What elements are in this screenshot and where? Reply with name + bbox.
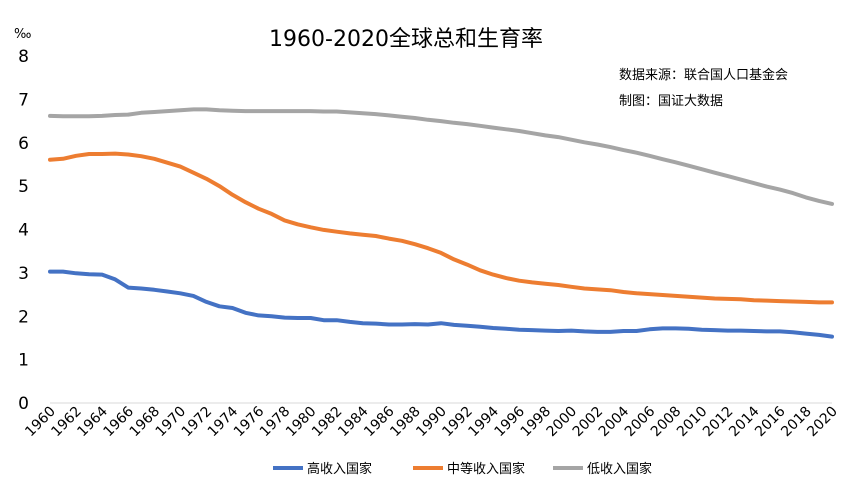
legend-label: 低收入国家 (587, 461, 652, 477)
legend: 高收入国家 中等收入国家 低收入国家 (273, 461, 652, 477)
chart-title: 1960-2020全球总和生育率 (269, 27, 543, 52)
x-axis: 1960196219641966196819701972197419761978… (22, 402, 841, 441)
unit-label: ‰ (14, 27, 31, 42)
y-tick-label: 6 (18, 134, 29, 154)
series-group (48, 107, 834, 339)
y-tick-label: 8 (18, 47, 29, 67)
y-tick-label: 3 (18, 264, 29, 284)
y-axis: 0 1 2 3 4 5 6 7 8 (18, 47, 29, 414)
y-tick-label: 7 (18, 90, 29, 110)
series-line-1 (48, 269, 834, 339)
y-tick-label: 2 (18, 307, 29, 327)
source-note: 数据来源：联合国人口基金会 (619, 67, 788, 83)
legend-label: 高收入国家 (307, 461, 372, 477)
credit-note: 制图：国证大数据 (619, 94, 723, 109)
y-tick-label: 1 (18, 351, 29, 371)
y-tick-label: 0 (18, 394, 29, 414)
series-line-2 (48, 151, 834, 305)
y-tick-label: 5 (18, 177, 29, 197)
legend-label: 中等收入国家 (447, 461, 525, 477)
y-tick-label: 4 (18, 221, 29, 241)
x-tick-label: 2020 (804, 404, 841, 441)
series-line-3 (48, 107, 834, 206)
